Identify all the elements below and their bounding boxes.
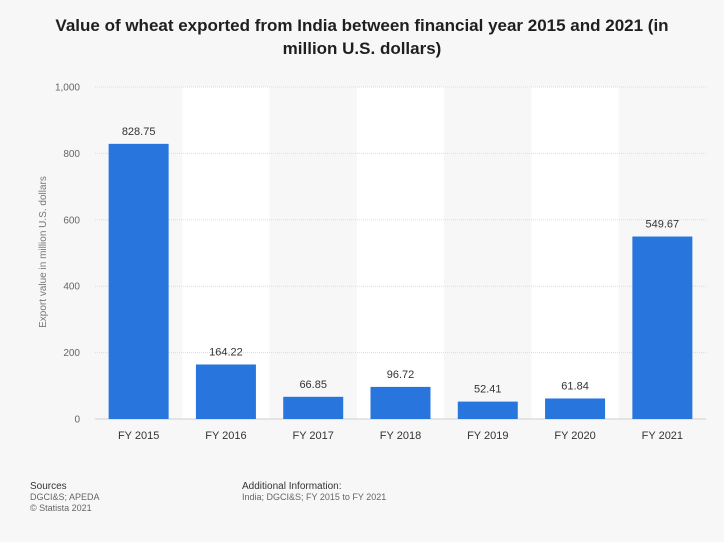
y-tick-label: 0 <box>74 415 80 426</box>
y-tick-label: 200 <box>63 348 80 359</box>
x-tick-label: FY 2018 <box>380 430 421 442</box>
x-tick-label: FY 2017 <box>293 430 334 442</box>
data-label: 828.75 <box>122 126 156 138</box>
y-tick-label: 800 <box>63 149 80 160</box>
additional-info-heading: Additional Information: <box>242 481 342 492</box>
data-label: 164.22 <box>209 346 243 358</box>
y-tick-label: 1,000 <box>55 83 80 94</box>
data-label: 96.72 <box>387 369 415 381</box>
column-band <box>531 87 619 419</box>
data-label: 549.67 <box>646 219 680 231</box>
column-bands <box>182 87 619 419</box>
bar[interactable] <box>195 364 256 419</box>
bar[interactable] <box>370 386 431 419</box>
sources-text: DGCI&S; APEDA <box>30 492 100 502</box>
x-tick-label: FY 2016 <box>205 430 246 442</box>
bar[interactable] <box>632 236 693 419</box>
sources-heading: Sources <box>30 481 67 492</box>
bar[interactable] <box>283 396 344 419</box>
data-label: 66.85 <box>299 379 327 391</box>
x-tick-label: FY 2020 <box>554 430 595 442</box>
y-axis-label: Export value in million U.S. dollars <box>38 176 49 328</box>
additional-info-block: Additional Information: India; DGCI&S; F… <box>242 481 386 503</box>
bar[interactable] <box>545 398 606 419</box>
data-label: 61.84 <box>561 380 589 392</box>
chart-title: Value of wheat exported from India betwe… <box>55 16 669 58</box>
y-axis-ticks: 0 200 400 600 800 1,000 <box>55 83 80 426</box>
y-tick-label: 400 <box>63 282 80 293</box>
copyright-text: © Statista 2021 <box>30 503 92 513</box>
data-labels: 828.75 164.22 66.85 96.72 52.41 61.84 549.67 <box>122 126 679 396</box>
x-tick-label: FY 2019 <box>467 430 508 442</box>
x-tick-label: FY 2021 <box>642 430 683 442</box>
x-tick-label: FY 2015 <box>118 430 159 442</box>
additional-info-text: India; DGCI&S; FY 2015 to FY 2021 <box>242 492 387 502</box>
bar[interactable] <box>457 401 518 419</box>
data-label: 52.41 <box>474 384 502 396</box>
bar[interactable] <box>108 143 169 420</box>
y-tick-label: 600 <box>63 215 80 226</box>
bars <box>108 143 693 420</box>
column-band <box>356 87 445 419</box>
sources-block: Sources DGCI&S; APEDA © Statista 2021 <box>30 481 100 514</box>
column-band <box>182 87 270 419</box>
x-axis-ticks: FY 2015 FY 2016 FY 2017 FY 2018 FY 2019 FY 20… <box>118 430 683 442</box>
